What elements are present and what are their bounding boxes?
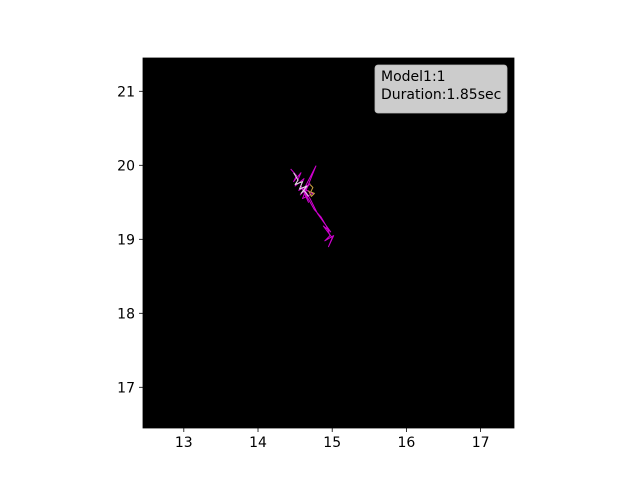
legend-line-1: Model1:1 [381, 69, 446, 85]
legend-box [374, 64, 508, 114]
series-line-3 [308, 184, 315, 197]
y-tick-label: 20 [117, 158, 135, 174]
x-tick-label: 16 [397, 435, 415, 451]
legend: Model1:1 Duration:1.85sec [374, 64, 508, 114]
y-axis: 17 18 19 20 21 [117, 84, 143, 396]
x-axis: 13 14 15 16 17 [175, 428, 490, 451]
y-tick-label: 19 [117, 232, 135, 248]
plot-area [143, 58, 514, 428]
y-tick-label: 18 [117, 306, 135, 322]
legend-line-2: Duration:1.85sec [381, 87, 501, 103]
series-line-2 [293, 172, 309, 197]
y-tick-label: 21 [117, 84, 135, 100]
series-layer [290, 165, 335, 248]
y-tick-label: 17 [117, 380, 135, 396]
x-tick-label: 13 [175, 435, 193, 451]
series-line-1 [290, 165, 335, 248]
x-tick-label: 17 [472, 435, 490, 451]
x-tick-label: 15 [323, 435, 341, 451]
x-tick-label: 14 [249, 435, 267, 451]
plot-frame [142, 57, 515, 429]
